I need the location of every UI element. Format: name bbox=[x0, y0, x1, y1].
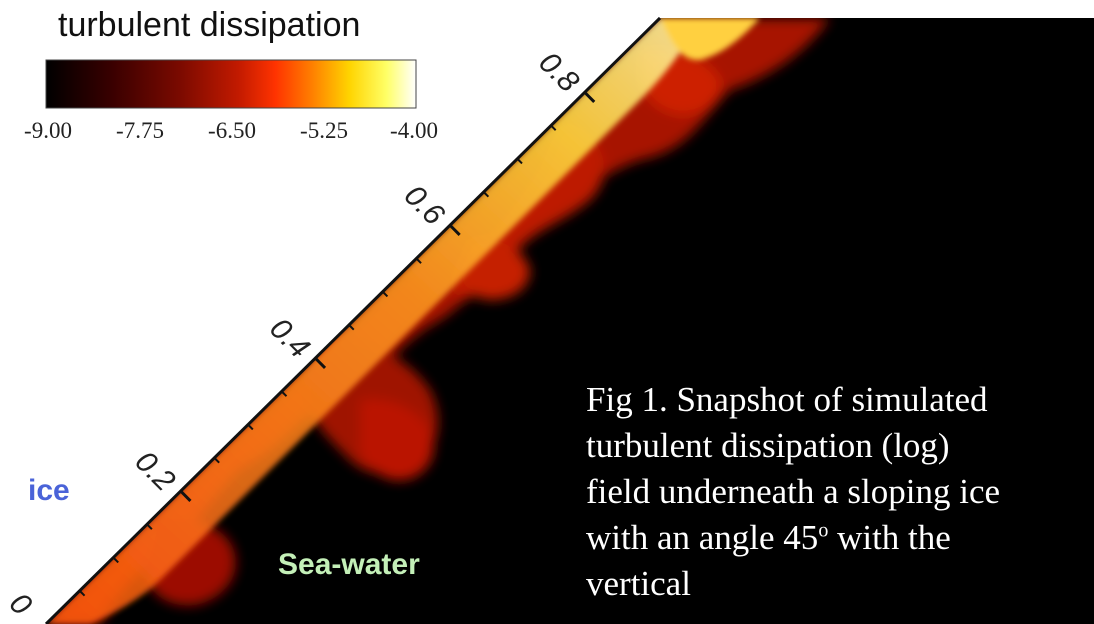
colorbar-tick-label: -7.75 bbox=[116, 118, 164, 143]
ice-boundary-line bbox=[44, 16, 662, 624]
slope-axis-minor-tick bbox=[381, 290, 389, 298]
caption-line: Fig 1. Snapshot of simulated bbox=[586, 380, 988, 419]
slope-axis-minor-tick bbox=[78, 590, 86, 597]
caption-line: vertical bbox=[586, 564, 691, 603]
colorbar-tick-label: -6.50 bbox=[208, 118, 256, 143]
slope-axis-tick bbox=[583, 90, 596, 104]
slope-axis-minor-tick bbox=[482, 191, 490, 198]
sea-water-region bbox=[46, 18, 1094, 624]
slope-axis-minor-tick bbox=[348, 324, 355, 331]
colorbar-tick-label: -4.00 bbox=[390, 118, 438, 143]
slope-axis-tick bbox=[448, 223, 461, 237]
caption-line: turbulent dissipation (log) bbox=[586, 426, 950, 465]
slope-axis-tick-label: 0.8 bbox=[532, 46, 585, 99]
slope-axis-tick-label: 0 bbox=[3, 587, 38, 622]
slope-axis-minor-tick bbox=[550, 124, 557, 131]
slope-axis-minor-tick bbox=[112, 556, 119, 564]
slope-axis-minor-tick bbox=[146, 523, 153, 530]
caption-text: with the bbox=[828, 518, 951, 557]
colorbar-tick-label: -9.00 bbox=[24, 118, 72, 143]
dissipation-field bbox=[46, 18, 830, 624]
slope-axis-minor-tick bbox=[415, 257, 422, 264]
slope-axis-tick-label: 0.4 bbox=[263, 312, 316, 365]
sea-water-label: Sea-water bbox=[278, 548, 420, 581]
caption-superscript: o bbox=[818, 519, 829, 542]
caption-line: with an angle 45o with the bbox=[586, 518, 951, 558]
slope-axis-minor-tick bbox=[516, 157, 523, 165]
slope-axis-minor-tick bbox=[213, 457, 220, 464]
caption-line: field underneath a sloping ice bbox=[586, 472, 1001, 511]
slope-axis-tick-label: 0.2 bbox=[129, 445, 182, 498]
colorbar-title: turbulent dissipation bbox=[58, 6, 361, 44]
slope-axis-tick-label: 0.6 bbox=[398, 179, 451, 232]
slope-axis-tick bbox=[314, 356, 327, 370]
ice-label: ice bbox=[28, 474, 70, 507]
colorbar-tick-label: -5.25 bbox=[300, 118, 348, 143]
slope-axis-minor-tick bbox=[247, 423, 254, 431]
colorbar bbox=[45, 59, 417, 109]
slope-axis-minor-tick bbox=[280, 390, 288, 397]
slope-axis-tick bbox=[179, 489, 192, 503]
caption-text: with an angle 45 bbox=[586, 518, 819, 557]
